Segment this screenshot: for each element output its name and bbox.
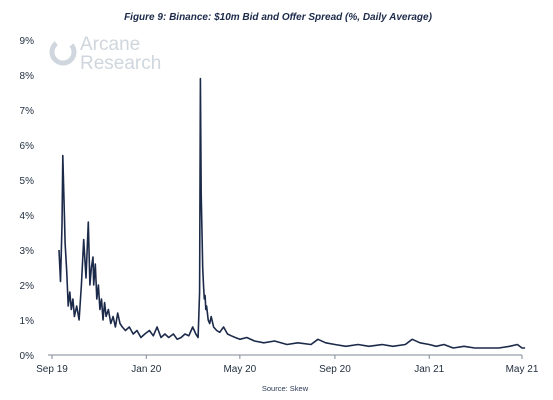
y-tick-label: 0%: [20, 351, 35, 362]
y-tick-label: 5%: [20, 176, 35, 187]
y-tick-label: 9%: [20, 36, 35, 47]
arcane-logo-icon: [49, 38, 77, 66]
chart-title: Figure 9: Binance: $10m Bid and Offer Sp…: [124, 12, 433, 23]
x-tick-label: Jan 20: [131, 364, 161, 375]
x-tick-label: May 20: [223, 364, 256, 375]
y-tick-label: 6%: [20, 141, 35, 152]
y-tick-label: 1%: [20, 316, 35, 327]
x-axis-ticks: Sep 19 Jan 20 May 20 Sep 20 Jan 21 May 21: [36, 355, 539, 375]
spread-series-line: [58, 77, 526, 349]
y-axis-ticks: 0% 1% 2% 3% 4% 5% 6% 7% 8% 9%: [20, 36, 35, 362]
y-tick-label: 7%: [20, 106, 35, 117]
y-tick-label: 8%: [20, 71, 35, 82]
y-tick-label: 2%: [20, 281, 35, 292]
arcane-research-logo: Arcane Research: [49, 34, 161, 74]
source-note: Source: Skew: [262, 384, 309, 393]
x-tick-label: Jan 21: [414, 364, 444, 375]
y-tick-label: 3%: [20, 246, 35, 257]
watermark-line-2: Research: [80, 53, 161, 74]
x-tick-label: Sep 19: [36, 364, 68, 375]
y-tick-label: 4%: [20, 211, 35, 222]
x-tick-label: Sep 20: [319, 364, 351, 375]
watermark-line-1: Arcane: [80, 34, 140, 55]
x-tick-label: May 21: [506, 364, 539, 375]
